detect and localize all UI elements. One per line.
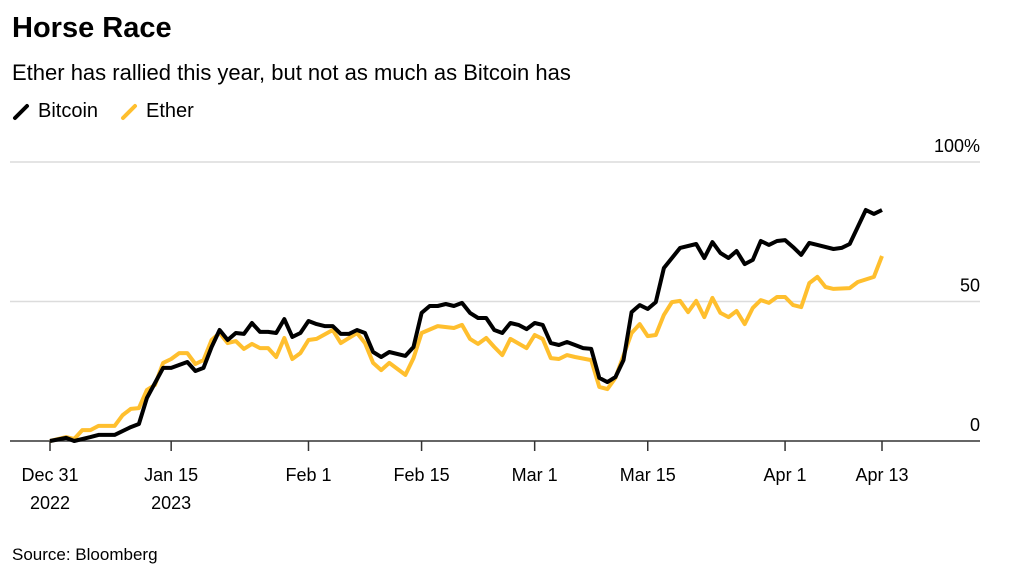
series-line-ether bbox=[49, 255, 884, 443]
x-tick-label: Apr 13 bbox=[855, 465, 908, 485]
series-line-bitcoin bbox=[49, 208, 883, 443]
legend-swatch-ether-icon bbox=[121, 103, 138, 120]
x-tick-label: Feb 15 bbox=[394, 465, 450, 485]
legend-item-ether: Ether bbox=[120, 100, 194, 123]
legend-swatch-bitcoin-icon bbox=[13, 103, 29, 120]
x-tick-label: Mar 15 bbox=[620, 465, 676, 485]
source-note: Source: Bloomberg bbox=[12, 545, 158, 564]
chart-title: Horse Race bbox=[12, 12, 172, 44]
x-tick-label: Feb 1 bbox=[285, 465, 331, 485]
chart-subtitle: Ether has rallied this year, but not as … bbox=[12, 60, 571, 85]
y-tick-label: 100% bbox=[934, 136, 980, 156]
x-tick-label: Dec 31 bbox=[21, 465, 78, 485]
line-chart: 0 50 100% Dec 31 2022 Jan 15 2023 Feb 1 Feb 15 Ma… bbox=[10, 136, 980, 513]
x-tick-year-label: 2023 bbox=[151, 493, 191, 513]
legend: Bitcoin Ether bbox=[12, 100, 194, 123]
x-tick-label: Mar 1 bbox=[512, 465, 558, 485]
x-tick-label: Apr 1 bbox=[764, 465, 807, 485]
x-tick-year-label: 2022 bbox=[30, 493, 70, 513]
legend-label-bitcoin: Bitcoin bbox=[38, 100, 99, 122]
legend-label-ether: Ether bbox=[146, 100, 194, 122]
x-tick-label: Jan 15 bbox=[144, 465, 198, 485]
y-tick-label: 0 bbox=[970, 415, 980, 435]
legend-item-bitcoin: Bitcoin bbox=[12, 100, 98, 123]
y-tick-label: 50 bbox=[960, 276, 980, 296]
